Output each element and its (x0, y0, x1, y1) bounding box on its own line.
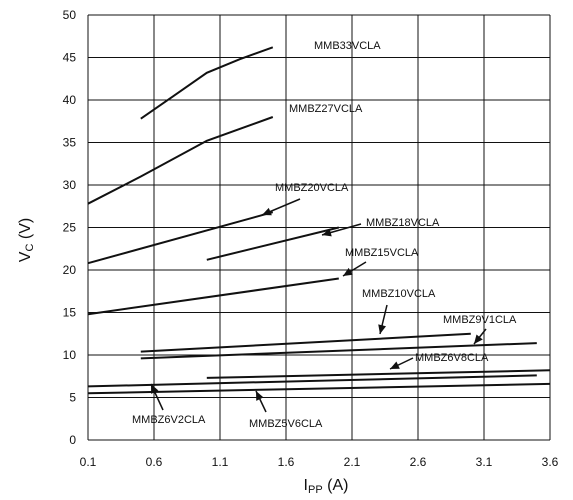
y-tick-label-40: 40 (63, 93, 77, 107)
series-line-mmbz5v6cla (87, 382, 551, 395)
series-label-mmbz20vcla: MMBZ20VCLA (275, 182, 349, 194)
series-line-mmbz15vcla (87, 277, 339, 316)
x-axis-title-sub: PP (308, 484, 323, 496)
x-axis-title-main: I (304, 477, 308, 494)
series-label-mmbz27vcla: MMBZ27VCLA (289, 103, 363, 115)
series-labels: MMB33VCLA MMBZ27VCLA MMBZ20VCLA MMBZ18VCLA M… (132, 40, 517, 430)
y-tick-label-20: 20 (63, 263, 77, 277)
x-tick-label-0-1: 0.1 (80, 455, 97, 469)
series-line-mmb33vcla (140, 46, 274, 120)
y-tick-label-0: 0 (69, 433, 76, 447)
x-tick-label-1-1: 1.1 (212, 455, 229, 469)
x-tick-label-1-6: 1.6 (278, 455, 295, 469)
series-label-mmbz18vcla: MMBZ18VCLA (366, 217, 440, 229)
arrowhead-mmbz5v6cla (256, 391, 264, 401)
x-tick-label-2-6: 2.6 (410, 455, 427, 469)
series-line-mmbz6v8cla (206, 369, 551, 379)
arrowhead-mmbz15vcla (343, 267, 353, 276)
y-tick-label-25: 25 (63, 221, 77, 235)
series-group (87, 46, 551, 395)
x-axis-title: IPP (A) (304, 477, 349, 496)
x-axis-title-unit: (A) (323, 477, 349, 494)
series-label-mmbz9v1cla: MMBZ9V1CLA (443, 314, 517, 326)
series-label-mmbz6v2cla: MMBZ6V2CLA (132, 414, 206, 426)
arrowhead-mmbz9v1cla (474, 334, 483, 344)
y-tick-label-45: 45 (63, 51, 77, 65)
y-tick-label-50: 50 (63, 8, 77, 22)
grid (87, 14, 551, 441)
arrowhead-mmbz6v2cla (151, 384, 159, 394)
arrowhead-mmbz18vcla (322, 228, 332, 237)
series-line-mmbz6v2cla (87, 374, 537, 388)
y-axis-title-main: V (17, 251, 34, 262)
series-label-mmbz10vcla: MMBZ10VCLA (362, 288, 436, 300)
y-tick-label-5: 5 (69, 391, 76, 405)
tick-labels: 0.1 0.6 1.1 1.6 2.1 2.6 3.1 3.6 0 5 10 15 20 25 30 35 40… (63, 8, 559, 469)
x-tick-label-3-6: 3.6 (542, 455, 559, 469)
series-line-mmbz27vcla (87, 116, 274, 205)
series-line-mmbz9v1cla (140, 342, 537, 360)
series-label-mmbz5v6cla: MMBZ5V6CLA (249, 418, 323, 430)
series-line-mmbz18vcla (206, 226, 340, 261)
series-label-mmbz6v8cla: MMBZ6V8CLA (415, 352, 489, 364)
label-pointers (150, 198, 487, 413)
series-line-mmbz10vcla (140, 332, 471, 353)
series-label-mmb33vcla: MMB33VCLA (314, 40, 381, 52)
arrowhead-mmbz10vcla (378, 324, 387, 334)
y-tick-label-10: 10 (63, 348, 77, 362)
y-tick-label-35: 35 (63, 136, 77, 150)
y-axis-title-unit: (V) (17, 218, 34, 244)
y-tick-label-30: 30 (63, 178, 77, 192)
y-axis-title: VC (V) (17, 218, 36, 262)
arrowhead-mmbz6v8cla (390, 361, 400, 369)
arrowhead-mmbz20vcla (262, 207, 272, 216)
x-tick-label-3-1: 3.1 (476, 455, 493, 469)
y-tick-label-15: 15 (63, 306, 77, 320)
series-line-mmbz20vcla (87, 211, 274, 265)
x-tick-label-2-1: 2.1 (344, 455, 361, 469)
y-axis-title-sub: C (24, 244, 36, 252)
series-label-mmbz15vcla: MMBZ15VCLA (345, 247, 419, 259)
x-tick-label-0-6: 0.6 (146, 455, 163, 469)
